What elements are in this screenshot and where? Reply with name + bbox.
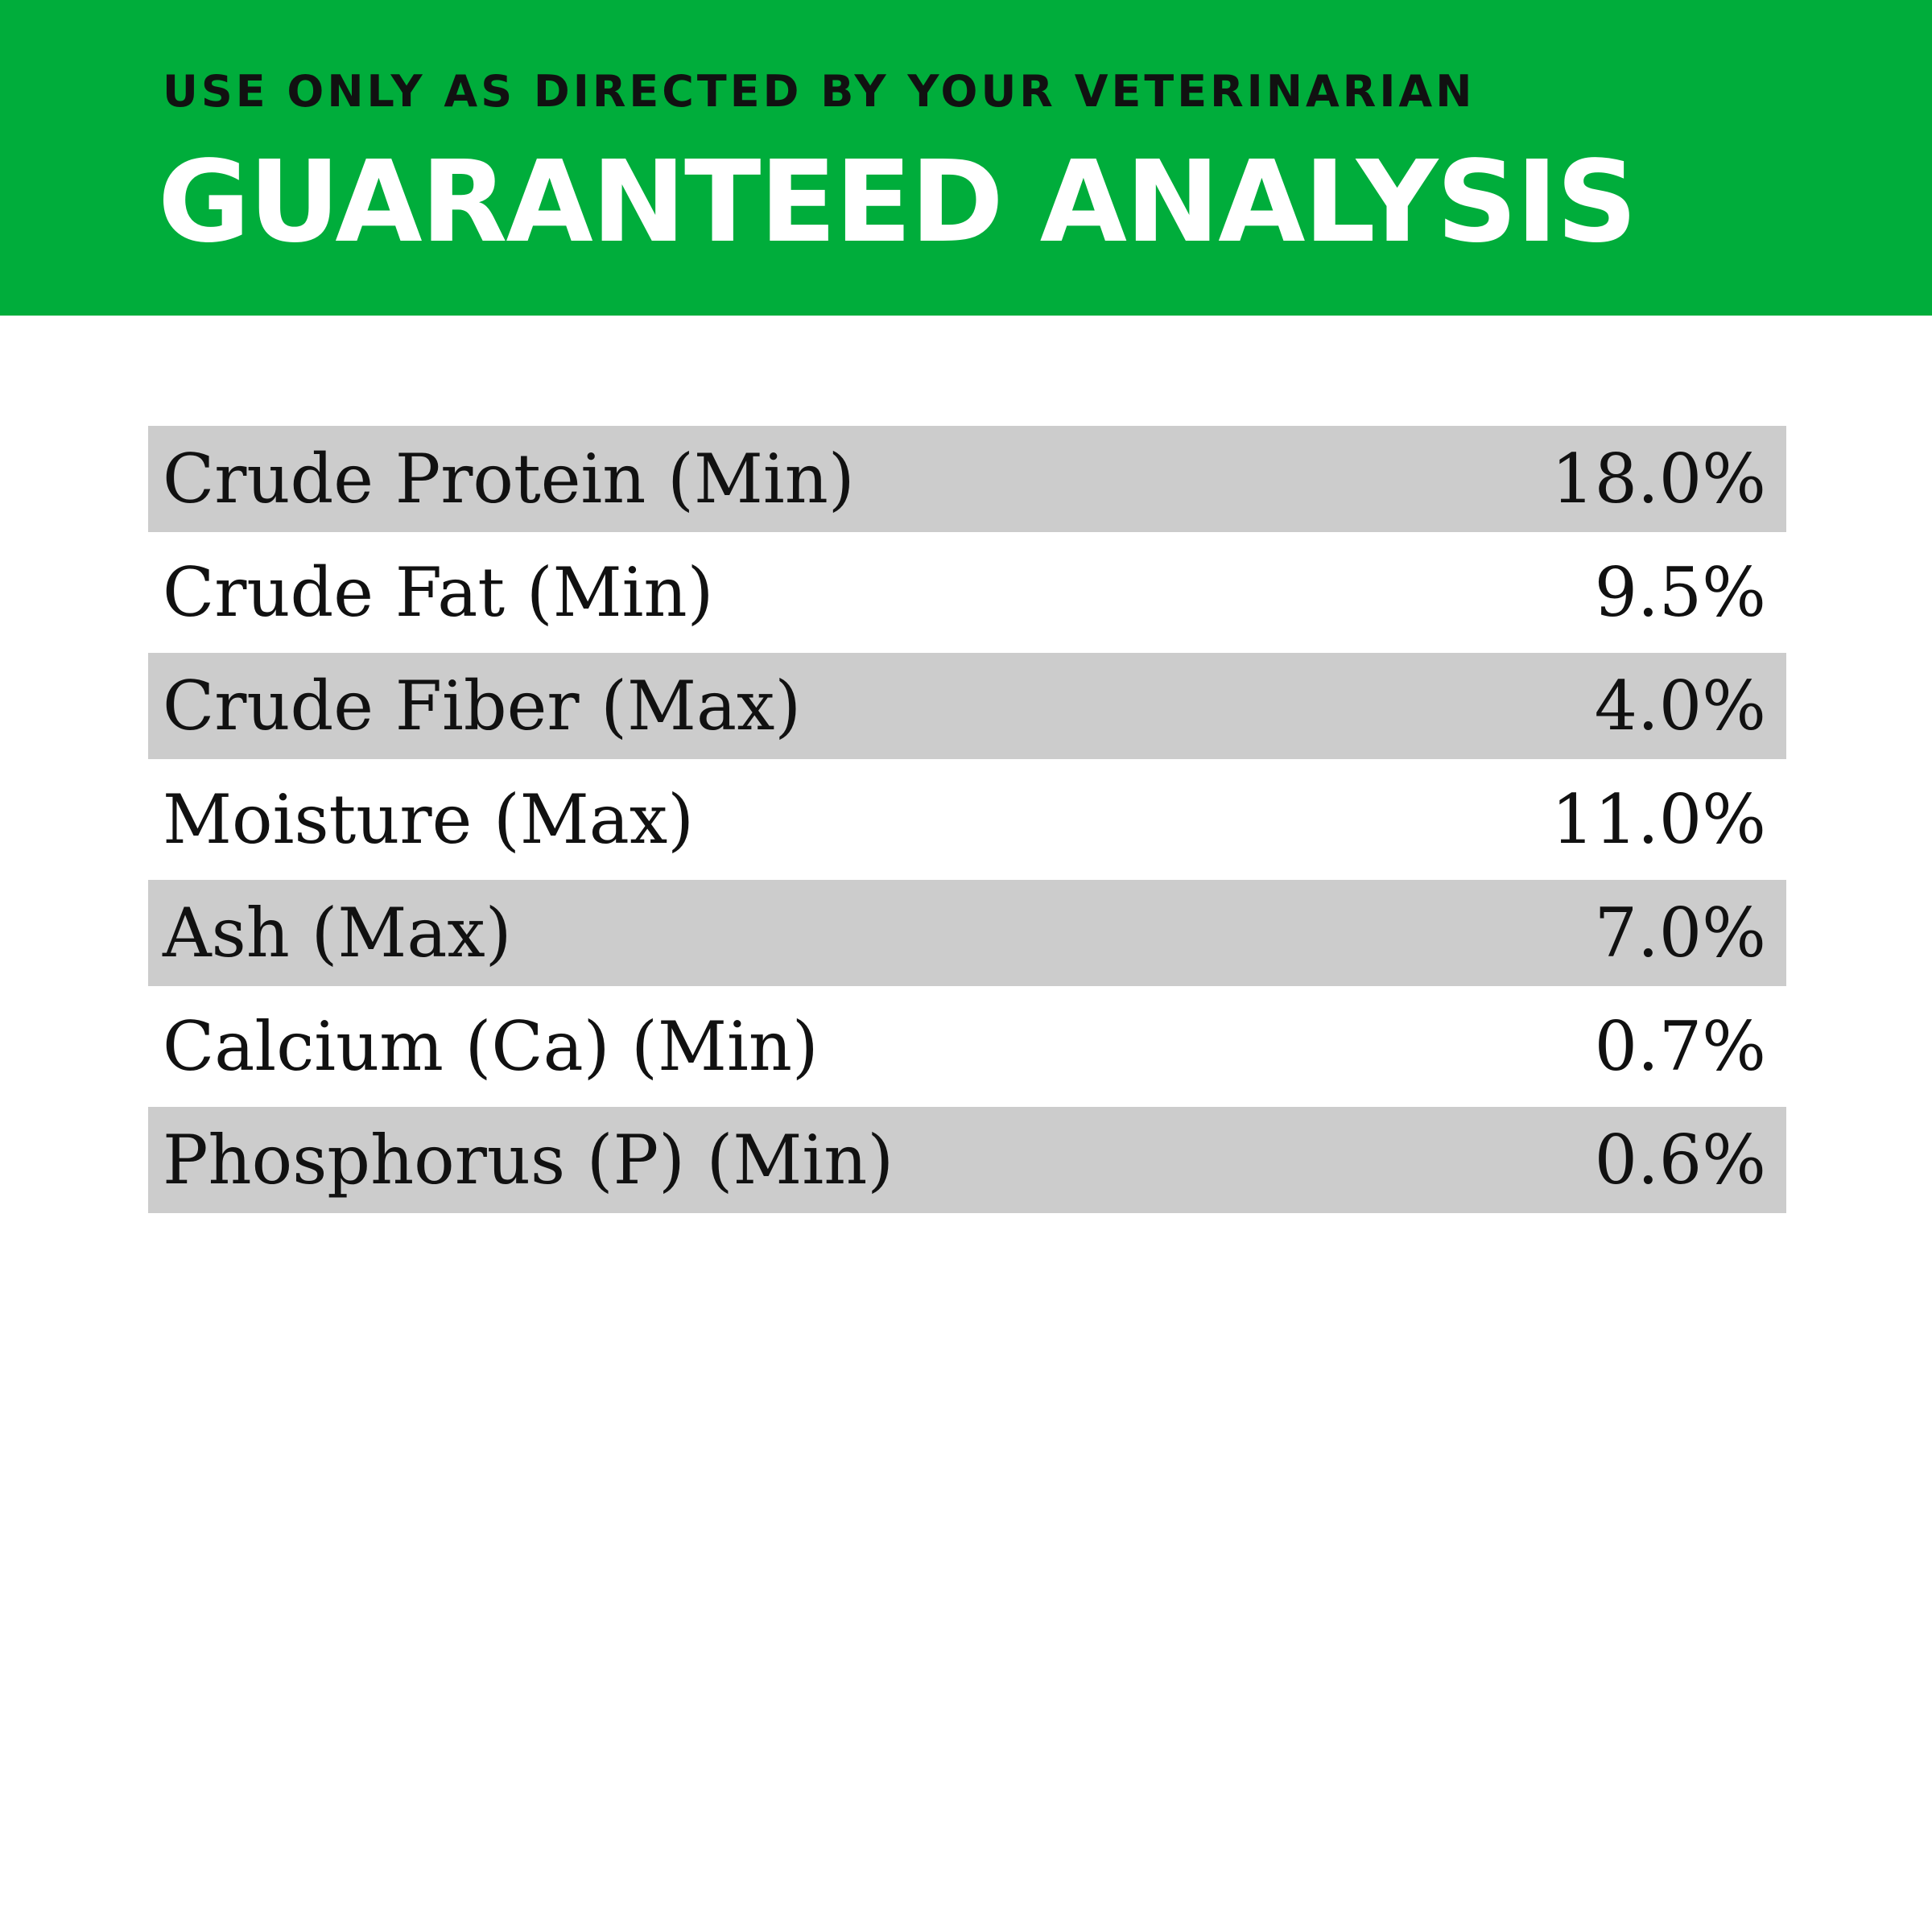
row-value: 0.7% [1594, 1007, 1766, 1086]
table-row: Crude Fiber (Max) 4.0% [148, 653, 1786, 759]
table-row: Moisture (Max) 11.0% [148, 766, 1786, 873]
row-label: Crude Fiber (Max) [163, 667, 802, 745]
table-row: Phosphorus (P) (Min) 0.6% [148, 1107, 1786, 1213]
page-title: GUARANTEED ANALYSIS [158, 137, 1637, 268]
subtitle: USE ONLY AS DIRECTED BY YOUR VETERINARIA… [163, 66, 1476, 117]
table-row: Crude Protein (Min) 18.0% [148, 426, 1786, 532]
row-label: Phosphorus (P) (Min) [163, 1121, 894, 1199]
row-label: Crude Protein (Min) [163, 440, 855, 518]
analysis-table: Crude Protein (Min) 18.0% Crude Fat (Min)… [148, 426, 1786, 1220]
row-label: Moisture (Max) [163, 780, 694, 859]
row-value: 9.5% [1594, 553, 1766, 632]
table-row: Ash (Max) 7.0% [148, 880, 1786, 986]
row-label: Calcium (Ca) (Min) [163, 1007, 819, 1086]
row-value: 7.0% [1594, 894, 1766, 972]
row-value: 11.0% [1551, 780, 1766, 859]
header-banner: USE ONLY AS DIRECTED BY YOUR VETERINARIA… [0, 0, 1932, 316]
row-value: 4.0% [1594, 667, 1766, 745]
table-row: Calcium (Ca) (Min) 0.7% [148, 993, 1786, 1100]
table-row: Crude Fat (Min) 9.5% [148, 539, 1786, 646]
row-value: 18.0% [1551, 440, 1766, 518]
row-label: Crude Fat (Min) [163, 553, 714, 632]
row-value: 0.6% [1594, 1121, 1766, 1199]
row-label: Ash (Max) [163, 894, 512, 972]
